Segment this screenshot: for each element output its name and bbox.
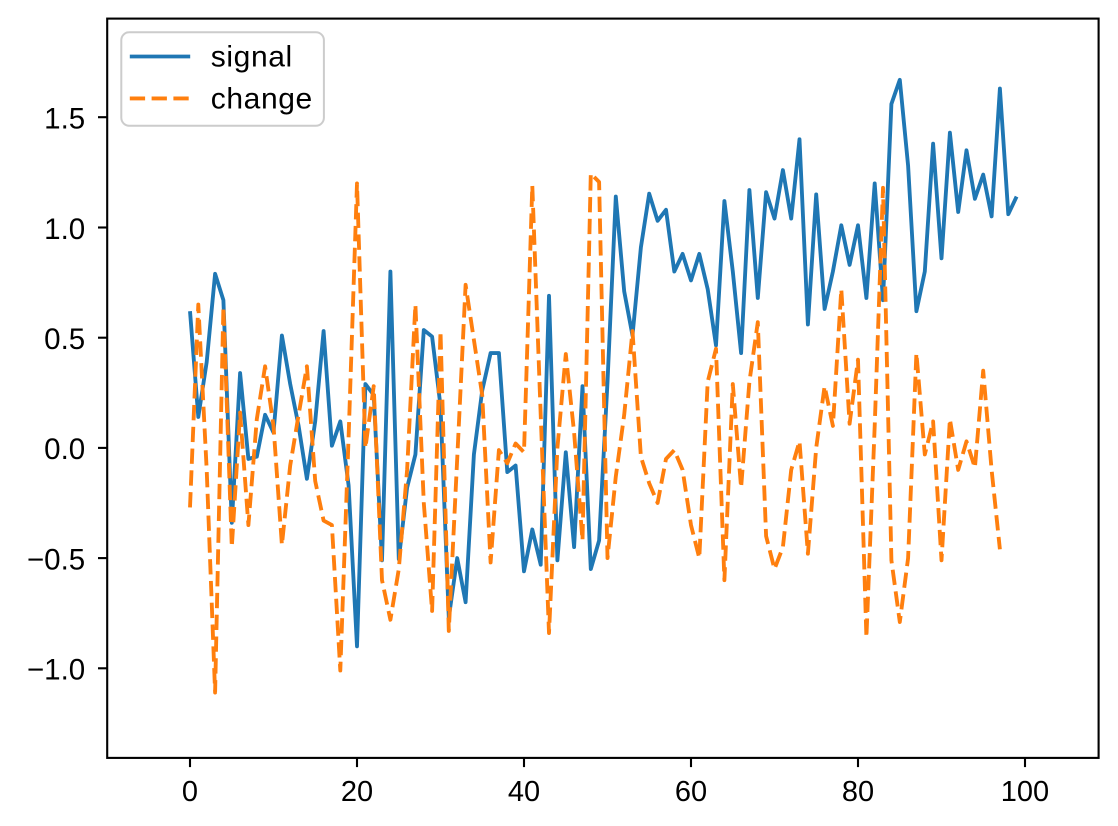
svg-text:0.0: 0.0 <box>44 433 85 466</box>
svg-text:80: 80 <box>842 776 874 808</box>
svg-text:1.0: 1.0 <box>44 213 85 246</box>
svg-text:20: 20 <box>341 776 373 808</box>
svg-text:−1.0: −1.0 <box>27 654 85 687</box>
svg-text:40: 40 <box>508 776 540 808</box>
svg-text:1.5: 1.5 <box>44 103 85 136</box>
svg-text:change: change <box>211 83 313 116</box>
svg-text:−0.5: −0.5 <box>27 543 85 576</box>
svg-text:100: 100 <box>1001 776 1049 808</box>
svg-text:0.5: 0.5 <box>44 323 85 356</box>
svg-text:signal: signal <box>211 41 293 74</box>
svg-text:0: 0 <box>182 776 198 808</box>
svg-text:60: 60 <box>675 776 707 808</box>
